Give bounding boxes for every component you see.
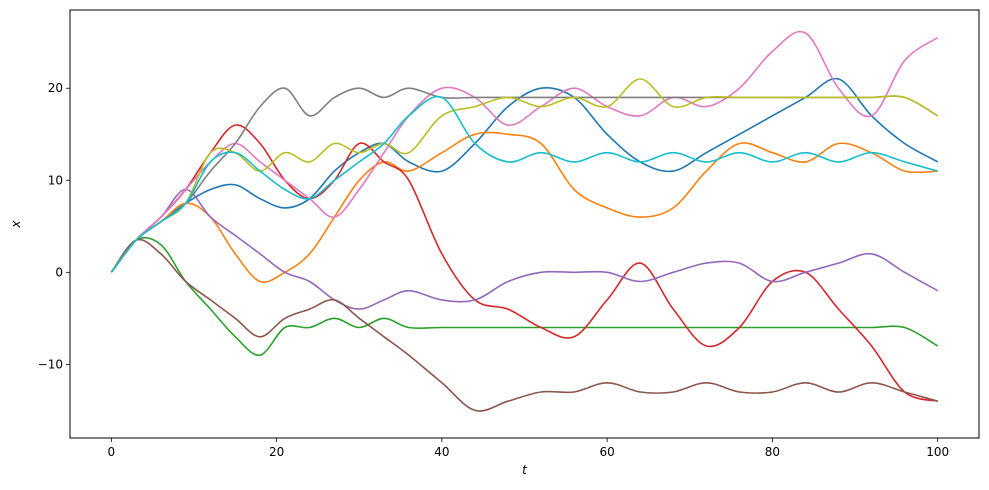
- series-line-9: [110, 78, 939, 273]
- y-tick-label: 20: [48, 81, 63, 95]
- axes-frame: [69, 9, 980, 439]
- x-tick-label: 60: [599, 445, 614, 459]
- x-tick-label: 20: [269, 445, 284, 459]
- y-tick-label: 0: [55, 265, 63, 279]
- x-tick-label: 80: [765, 445, 780, 459]
- series-line-5: [110, 188, 939, 310]
- series-line-8: [110, 87, 939, 273]
- plot-area: [110, 30, 939, 412]
- y-axis-label: x: [9, 220, 23, 229]
- series-line-10: [110, 95, 938, 273]
- series-line-3: [110, 236, 939, 357]
- series-line-4: [110, 124, 938, 402]
- x-tick-label: 100: [926, 445, 949, 459]
- y-axis-ticks: −10 0 10 20: [38, 81, 70, 371]
- series-line-2: [110, 131, 938, 283]
- y-tick-label: −10: [38, 357, 63, 371]
- x-axis-ticks: 0 20 40 60 80 100: [107, 438, 949, 459]
- x-tick-label: 0: [107, 445, 115, 459]
- series-line-6: [110, 238, 938, 412]
- series-line-1: [110, 77, 939, 273]
- x-axis-label: t: [522, 463, 528, 477]
- x-tick-label: 40: [434, 445, 449, 459]
- y-tick-label: 10: [48, 173, 63, 187]
